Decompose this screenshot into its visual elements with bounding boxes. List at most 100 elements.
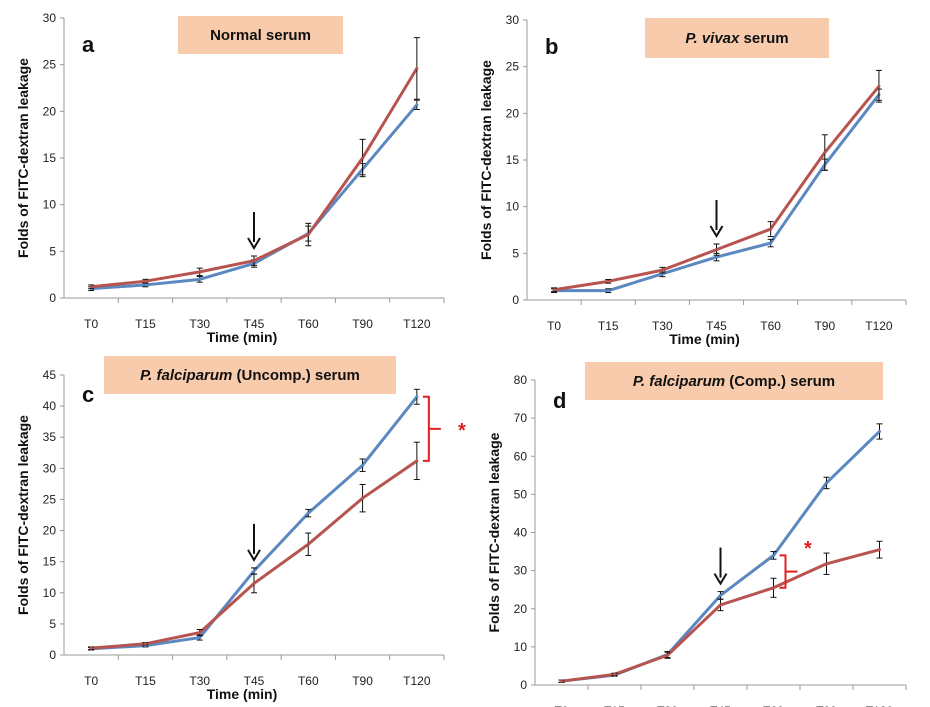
y-tick-label: 5 bbox=[512, 246, 519, 260]
y-tick-label: 10 bbox=[506, 200, 520, 214]
y-tick-label: 40 bbox=[43, 399, 57, 413]
data-point bbox=[306, 542, 310, 546]
x-tick-label: T45 bbox=[244, 317, 265, 331]
x-tick-label: T60 bbox=[298, 317, 319, 331]
x-tick-label: T120 bbox=[865, 319, 893, 333]
data-point bbox=[878, 548, 881, 552]
y-tick-label: 15 bbox=[43, 555, 57, 569]
y-tick-label: 25 bbox=[43, 492, 57, 506]
significance-star: * bbox=[804, 538, 812, 560]
data-point bbox=[361, 463, 365, 467]
significance-star: * bbox=[458, 420, 466, 442]
y-tick-label: 20 bbox=[43, 524, 57, 538]
x-tick-label: T120 bbox=[866, 704, 894, 707]
significance-bracket bbox=[422, 395, 441, 462]
x-tick-label: T0 bbox=[84, 674, 98, 688]
y-tick-label: 10 bbox=[43, 586, 57, 600]
data-point bbox=[143, 642, 147, 646]
y-tick-label: 70 bbox=[514, 411, 528, 425]
data-point bbox=[878, 429, 881, 433]
x-tick-label: T30 bbox=[652, 319, 673, 333]
data-point bbox=[198, 270, 202, 274]
x-tick-label: T60 bbox=[298, 674, 319, 688]
data-point bbox=[825, 481, 828, 485]
y-tick-label: 30 bbox=[514, 564, 528, 578]
x-tick-label: T90 bbox=[352, 317, 373, 331]
arrow-annotation bbox=[247, 523, 261, 562]
x-axis-title: Time (min) bbox=[207, 329, 278, 345]
title-italic-part: P. falciparum bbox=[140, 367, 232, 384]
y-tick-label: 80 bbox=[514, 373, 528, 387]
data-point bbox=[823, 151, 827, 155]
title-rest-part: (Uncomp.) serum bbox=[232, 367, 360, 384]
y-tick-label: 0 bbox=[512, 293, 519, 307]
x-tick-label: T60 bbox=[763, 704, 784, 707]
data-point bbox=[415, 395, 419, 399]
x-tick-label: T30 bbox=[189, 317, 210, 331]
y-tick-label: 25 bbox=[506, 60, 520, 74]
x-tick-label: T60 bbox=[760, 319, 781, 333]
x-tick-label: T90 bbox=[816, 704, 837, 707]
y-tick-label: 5 bbox=[49, 244, 56, 258]
x-tick-label: T0 bbox=[554, 704, 568, 707]
x-tick-label: T0 bbox=[547, 319, 561, 333]
data-point bbox=[666, 653, 669, 657]
data-point bbox=[660, 268, 664, 272]
chart-title: P. falciparum (Comp.) serum bbox=[633, 373, 835, 390]
title-rest-part: (Comp.) serum bbox=[725, 373, 835, 390]
x-tick-label: T45 bbox=[706, 319, 727, 333]
x-axis-title: Time (min) bbox=[669, 331, 740, 347]
series-line-series_red bbox=[90, 67, 419, 289]
y-tick-label: 30 bbox=[43, 11, 57, 25]
data-point bbox=[252, 569, 256, 573]
data-point bbox=[198, 631, 202, 635]
y-axis-title: Folds of FITC-dextran leakage bbox=[478, 60, 494, 260]
x-tick-label: T45 bbox=[710, 704, 731, 707]
y-tick-label: 15 bbox=[43, 151, 57, 165]
x-tick-label: T120 bbox=[403, 674, 431, 688]
series-line-series_red bbox=[91, 459, 418, 650]
data-point bbox=[306, 233, 310, 237]
title-box bbox=[178, 16, 343, 54]
y-axis-title: Folds of FITC-dextran leakage bbox=[15, 58, 31, 258]
data-point bbox=[552, 288, 556, 292]
y-tick-label: 60 bbox=[514, 449, 528, 463]
data-point bbox=[769, 241, 773, 245]
data-point bbox=[877, 84, 881, 88]
title-box bbox=[645, 18, 829, 58]
data-point bbox=[560, 679, 563, 683]
arrow-annotation bbox=[247, 212, 261, 250]
data-point bbox=[252, 259, 256, 263]
data-point bbox=[715, 248, 718, 252]
data-point bbox=[415, 459, 419, 463]
chart-panel-d: 01020304050607080T0T15T30T45T60T90T120Ti… bbox=[486, 362, 907, 707]
title-italic-part: P. vivax bbox=[685, 30, 740, 47]
panel-letter: c bbox=[82, 382, 94, 407]
arrow-annotation bbox=[713, 547, 728, 586]
y-tick-label: 50 bbox=[514, 487, 528, 501]
data-point bbox=[715, 255, 718, 259]
x-tick-label: T15 bbox=[598, 319, 619, 333]
significance-bracket bbox=[779, 554, 798, 589]
y-tick-label: 45 bbox=[43, 368, 57, 382]
data-point bbox=[415, 66, 419, 70]
data-point bbox=[772, 553, 775, 557]
y-axis-title: Folds of FITC-dextran leakage bbox=[486, 432, 502, 632]
data-point bbox=[306, 511, 310, 515]
x-tick-label: T90 bbox=[352, 674, 373, 688]
x-tick-label: T15 bbox=[135, 317, 156, 331]
y-tick-label: 20 bbox=[43, 104, 57, 118]
x-axis-title: Time (min) bbox=[207, 686, 278, 702]
data-point bbox=[143, 283, 147, 287]
data-point bbox=[606, 279, 610, 283]
panel-letter: b bbox=[545, 34, 558, 59]
chart-panel-a: 0 5 10 15 20 25 30 T0 T15 T30 T45 T60 T90 T120 Time (m… bbox=[15, 11, 445, 345]
title-box bbox=[104, 356, 396, 394]
x-tick-label: T0 bbox=[84, 317, 98, 331]
y-tick-label: 0 bbox=[49, 291, 56, 305]
y-tick-label: 10 bbox=[514, 640, 528, 654]
data-point bbox=[719, 593, 722, 597]
y-tick-label: 25 bbox=[43, 58, 57, 72]
title-italic-part: P. falciparum bbox=[633, 373, 725, 390]
series-line-series_blue bbox=[91, 395, 419, 651]
